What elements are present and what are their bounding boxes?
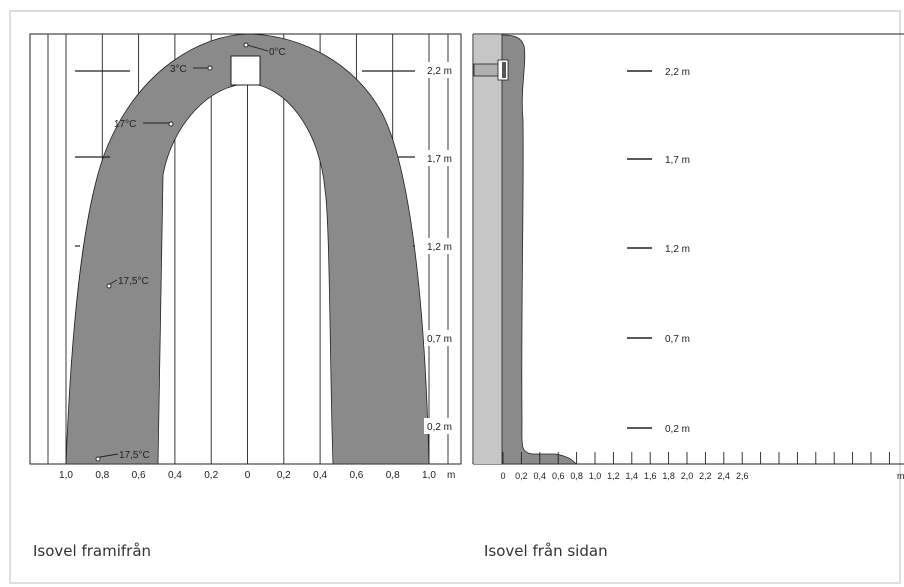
front-x-axis: 1,0 0,8 0,6 0,4 0,2 0 0,2 0,4 0,6 0,8 1,0 m	[59, 470, 455, 481]
side-x-tick-label: 2,6	[736, 471, 749, 481]
front-x-unit: m	[447, 470, 455, 481]
front-x-tick-label: 0	[245, 470, 251, 481]
front-x-tick-label: 0,4	[313, 470, 327, 481]
side-x-tick-label: 0,6	[552, 471, 565, 481]
front-height-0-7: 0,7 m	[427, 334, 452, 345]
front-height-1-2: 1,2 m	[427, 242, 452, 253]
temp-label-3: 3°C	[170, 64, 187, 75]
front-x-tick-label: 0,6	[132, 470, 146, 481]
front-x-tick-label: 1,0	[422, 470, 436, 481]
side-x-tick-label: 1,2	[607, 471, 620, 481]
wall	[474, 35, 502, 464]
front-x-tick-label: 0,2	[277, 470, 291, 481]
temp-label-17-5-mid: 17,5°C	[118, 276, 149, 287]
front-x-tick-label: 1,0	[59, 470, 73, 481]
front-x-tick-label: 0,2	[204, 470, 218, 481]
heater-unit-front	[230, 55, 261, 86]
front-height-labels: 2,2 m 1,7 m 1,2 m 0,7 m 0,2 m	[424, 62, 458, 434]
side-height-1-2: 1,2 m	[665, 244, 690, 255]
heater-unit-side	[473, 59, 509, 81]
side-x-tick-label: 0,2	[515, 471, 528, 481]
side-height-1-7: 1,7 m	[665, 155, 690, 166]
side-x-tick-label: 2,4	[718, 471, 731, 481]
side-height-0-7: 0,7 m	[665, 334, 690, 345]
side-x-tick-label: 1,8	[662, 471, 675, 481]
temp-label-17: 17°C	[114, 119, 136, 130]
caption-front-view: Isovel framifrån	[33, 542, 152, 560]
side-x-tick-label: 0	[500, 471, 505, 481]
front-x-tick-label: 0,8	[386, 470, 400, 481]
front-temp-labels: 0°C 3°C 17°C 17,5°C 17,5°C	[114, 47, 286, 461]
front-isovel-shape	[65, 33, 430, 465]
side-x-tick-label: 1,0	[589, 471, 602, 481]
side-x-tick-label: 0,4	[534, 471, 547, 481]
side-x-tick-label: 0,8	[570, 471, 583, 481]
front-x-tick-label: 0,4	[168, 470, 182, 481]
side-x-unit: m	[897, 471, 904, 481]
side-x-tick-label: 2,2	[699, 471, 712, 481]
caption-side-view: Isovel från sidan	[484, 542, 608, 560]
side-x-tick-label: 1,4	[626, 471, 639, 481]
temp-label-17-5-bottom: 17,5°C	[119, 450, 150, 461]
front-x-tick-label: 0,8	[95, 470, 109, 481]
side-view-diagram: 2,2 m 1,7 m 1,2 m 0,7 m 0,2 m 0 0,2 0,4 0,6…	[472, 33, 904, 481]
front-height-1-7: 1,7 m	[427, 154, 452, 165]
front-height-2-2: 2,2 m	[427, 66, 452, 77]
outer-border	[9, 10, 901, 584]
side-x-axis: 0 0,2 0,4 0,6 0,8 1,0 1,2 1,4 1,6 1,8 2,0 2,2 2,4 2,6…	[500, 452, 904, 481]
temp-label-0: 0°C	[269, 47, 286, 58]
side-height-labels: 2,2 m 1,7 m 1,2 m 0,7 m 0,2 m	[665, 67, 690, 435]
side-x-tick-label: 2,0	[681, 471, 694, 481]
side-height-0-2: 0,2 m	[665, 424, 690, 435]
front-view-diagram: 0°C 3°C 17°C 17,5°C 17,5°C 2,2 m 1,7 m 1…	[29, 33, 462, 481]
side-isovel-shape	[501, 34, 577, 465]
side-height-markers	[627, 70, 652, 429]
side-height-2-2: 2,2 m	[665, 67, 690, 78]
front-x-tick-label: 0,6	[349, 470, 363, 481]
front-height-0-2: 0,2 m	[427, 422, 452, 433]
front-height-markers	[75, 70, 415, 247]
front-temp-leaders	[95, 42, 269, 462]
side-x-tick-label: 1,6	[644, 471, 657, 481]
